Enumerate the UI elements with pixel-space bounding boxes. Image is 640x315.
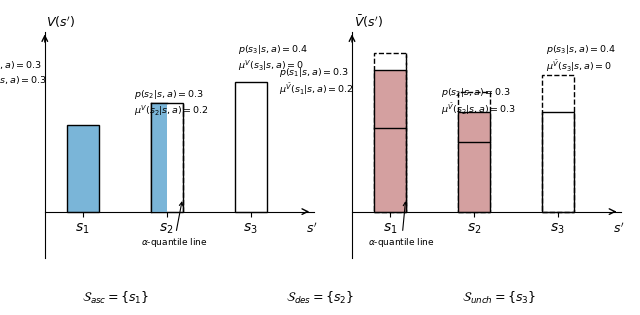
Text: $p(s_3|s,a) = 0.4$
$\mu^{\bar{V}}(s_3|s,a) = 0$: $p(s_3|s,a) = 0.4$ $\mu^{\bar{V}}(s_3|s,… — [545, 43, 616, 74]
Bar — [458, 112, 490, 212]
Text: $\mathcal{S}_{unch} = \{s_3\}$: $\mathcal{S}_{unch} = \{s_3\}$ — [462, 290, 536, 306]
Bar — [374, 70, 406, 212]
Bar — [150, 103, 182, 212]
Text: $p(s_3|s,a) = 0.4$
$\mu^V(s_3|s,a) = 0$: $p(s_3|s,a) = 0.4$ $\mu^V(s_3|s,a) = 0$ — [238, 43, 308, 72]
Text: $p(s_1|s,a) = 0.3$
$\mu^{\bar{V}}(s_1|s,a) = 0.2$: $p(s_1|s,a) = 0.3$ $\mu^{\bar{V}}(s_1|s,… — [280, 66, 354, 97]
Bar — [235, 82, 267, 212]
Text: $p(s_1|s,a) = 0.3$
$\mu^V(s_1|s,a) = 0.3$: $p(s_1|s,a) = 0.3$ $\mu^V(s_1|s,a) = 0.3… — [0, 59, 47, 89]
Text: $\mathcal{S}_{asc} = \{s_1\}$: $\mathcal{S}_{asc} = \{s_1\}$ — [81, 290, 149, 306]
Text: $s'$: $s'$ — [306, 222, 317, 236]
Bar — [150, 103, 166, 212]
Text: $V(s')$: $V(s')$ — [47, 14, 76, 30]
Text: $s'$: $s'$ — [613, 222, 625, 236]
Bar — [374, 53, 406, 212]
Bar — [542, 75, 574, 212]
Bar — [542, 112, 574, 212]
Text: $p(s_2|s,a) = 0.3$
$\mu^V(s_2|s,a) = 0.2$: $p(s_2|s,a) = 0.3$ $\mu^V(s_2|s,a) = 0.2… — [134, 88, 208, 118]
Text: $\mathcal{S}_{des} = \{s_2\}$: $\mathcal{S}_{des} = \{s_2\}$ — [286, 290, 354, 306]
Text: $\alpha$-quantile line: $\alpha$-quantile line — [368, 202, 435, 249]
Text: $\bar{V}(s')$: $\bar{V}(s')$ — [354, 13, 383, 30]
Bar — [67, 125, 99, 212]
Text: $p(s_2|s,a) = 0.3$
$\mu^{\bar{V}}(s_2|s,a) = 0.3$: $p(s_2|s,a) = 0.3$ $\mu^{\bar{V}}(s_2|s,… — [441, 86, 516, 117]
Bar — [458, 92, 490, 212]
Text: $\alpha$-quantile line: $\alpha$-quantile line — [141, 202, 207, 249]
